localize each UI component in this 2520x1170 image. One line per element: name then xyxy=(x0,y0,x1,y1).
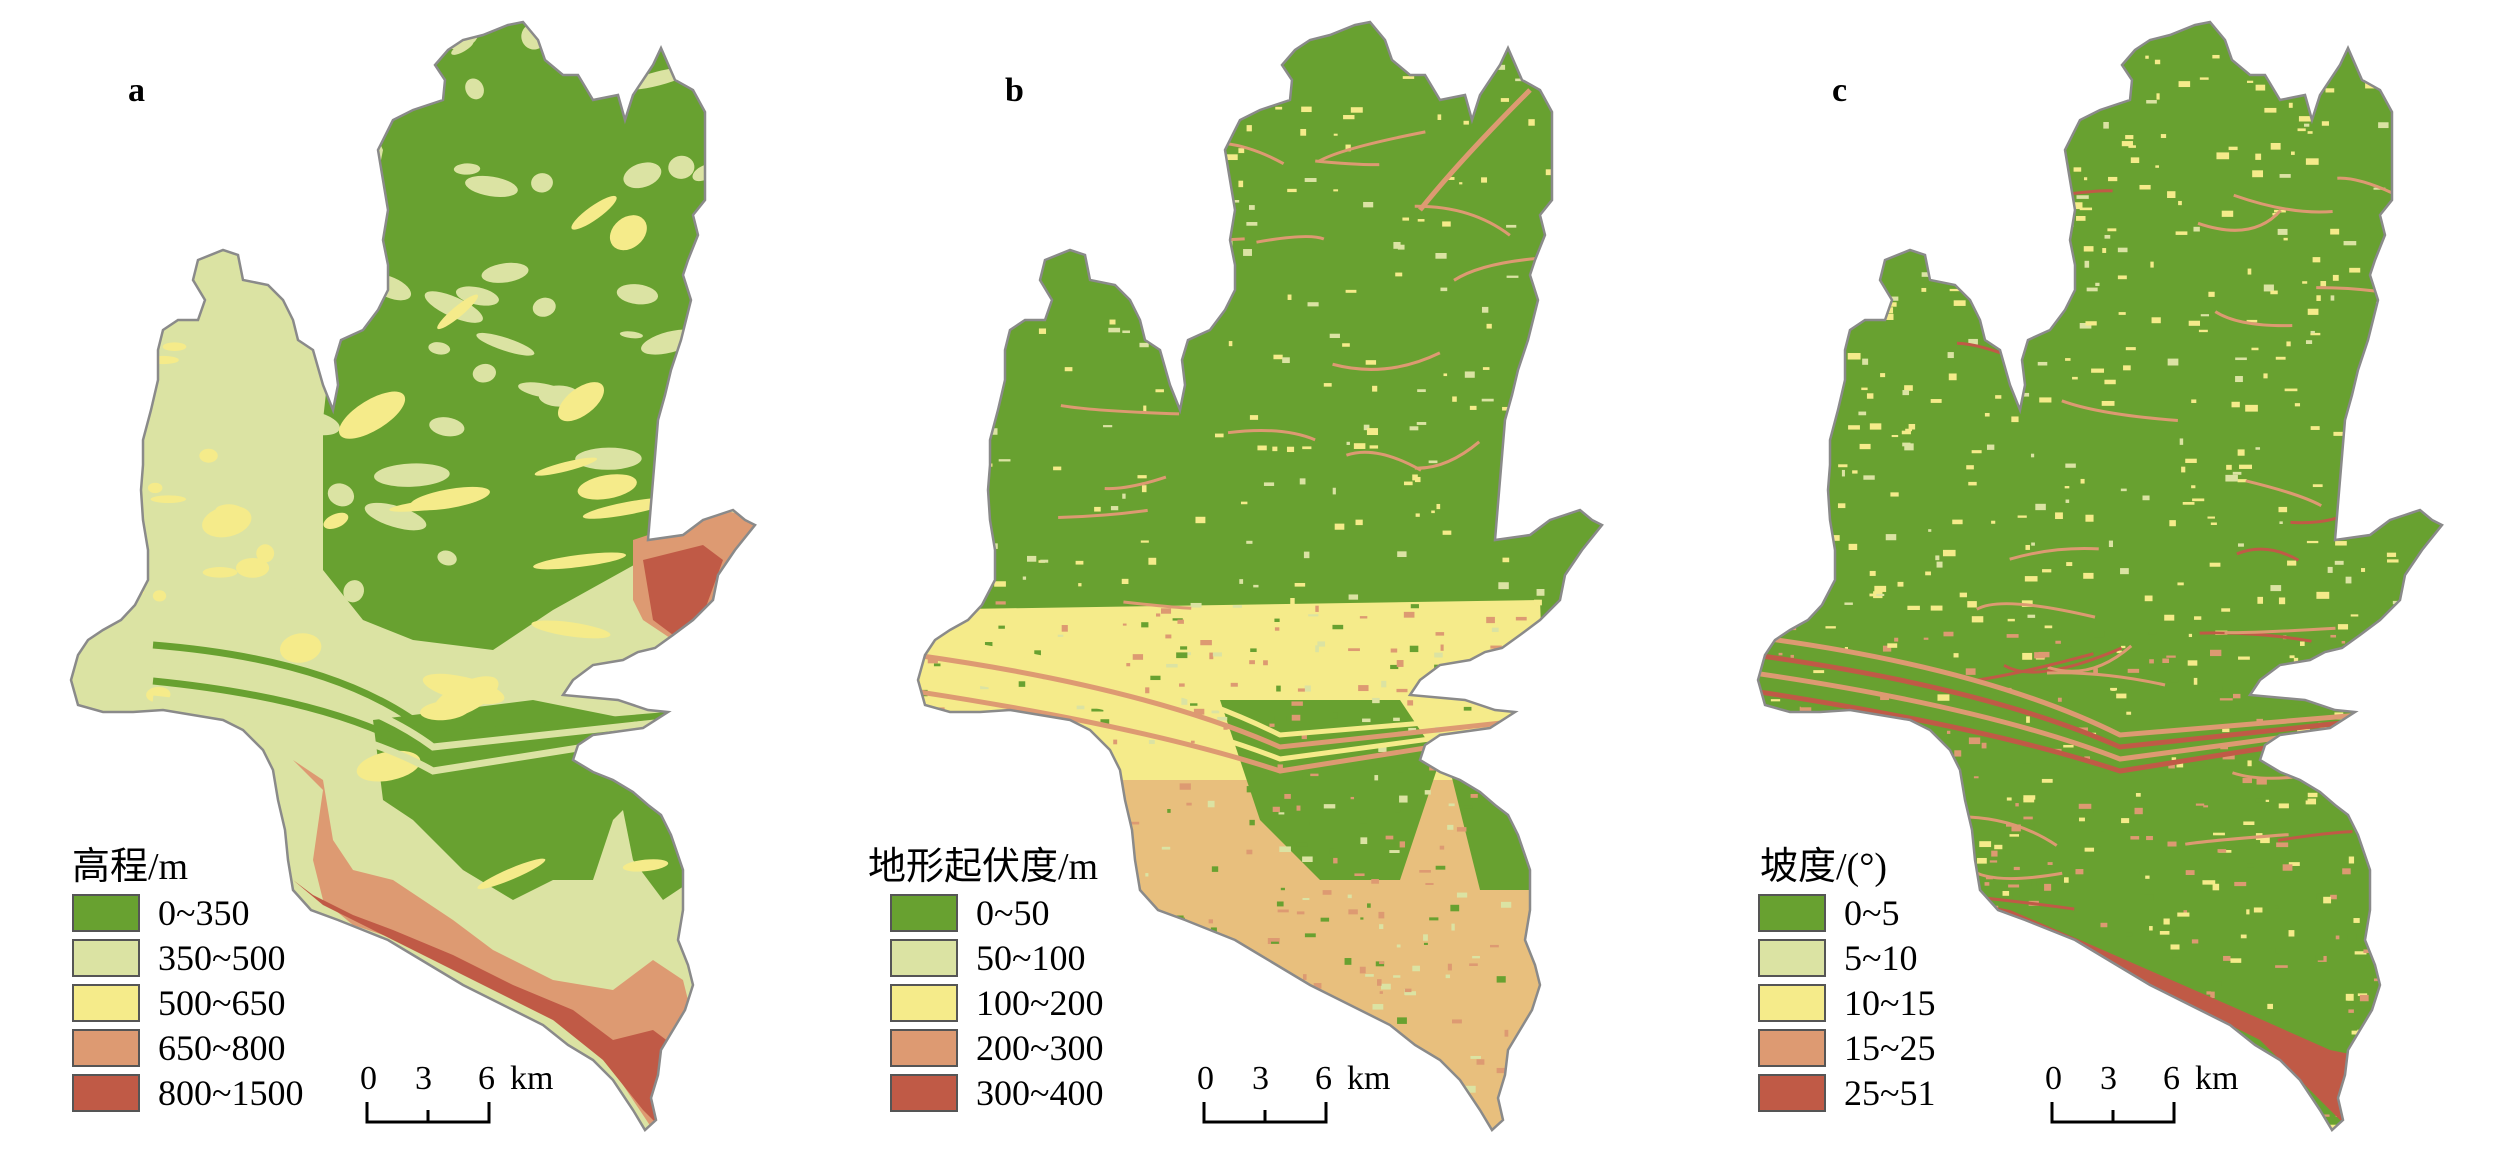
legend-label: 25~51 xyxy=(1844,1073,1936,1113)
scale-tick-3: 3 xyxy=(415,1060,432,1097)
legend-label: 500~650 xyxy=(158,983,286,1023)
legend-label: 800~1500 xyxy=(158,1073,304,1113)
panel-label-c: c xyxy=(1832,72,1848,109)
legend-a-item-4: 650~800 xyxy=(72,1028,285,1068)
map-a-elevation xyxy=(69,20,757,1132)
legend-b-item-2: 50~100 xyxy=(890,938,1085,978)
legend-label: 100~200 xyxy=(976,983,1104,1023)
legend-label: 300~400 xyxy=(976,1073,1104,1113)
legend-a-item-5: 800~1500 xyxy=(72,1073,303,1113)
panel-a-elevation: a 高程/m 0~350 350~500 500~650 650~800 800… xyxy=(0,0,840,1170)
legend-swatch xyxy=(890,1074,958,1112)
map-c-slope xyxy=(1756,20,2444,1132)
legend-label: 0~50 xyxy=(976,893,1050,933)
scale-unit: km xyxy=(2195,1060,2239,1097)
region-boundary xyxy=(1756,20,2444,1132)
legend-a-item-2: 350~500 xyxy=(72,938,285,978)
legend-b-item-3: 100~200 xyxy=(890,983,1103,1023)
legend-c-item-1: 0~5 xyxy=(1758,893,1899,933)
scale-bar-line xyxy=(2050,1102,2176,1124)
scalebar-a: 0 3 6 km xyxy=(360,1060,554,1150)
legend-swatch xyxy=(72,1074,140,1112)
scale-tick-6: 6 xyxy=(1315,1060,1332,1097)
legend-label: 15~25 xyxy=(1844,1028,1936,1068)
scalebar-c: 0 3 6 km xyxy=(2045,1060,2239,1150)
legend-swatch xyxy=(72,939,140,977)
legend-label: 650~800 xyxy=(158,1028,286,1068)
legend-swatch xyxy=(890,984,958,1022)
panel-c-slope: c 坡度/(°) 0~5 5~10 10~15 15~25 25~51 0 3 … xyxy=(1680,0,2520,1170)
legend-swatch xyxy=(1758,939,1826,977)
legend-b-title: 地形起伏度/m xyxy=(868,846,1099,888)
legend-label: 200~300 xyxy=(976,1028,1104,1068)
panel-label-a: a xyxy=(128,72,145,109)
region-boundary xyxy=(916,20,1604,1132)
legend-swatch xyxy=(1758,894,1826,932)
legend-label: 0~350 xyxy=(158,893,250,933)
scale-tick-6: 6 xyxy=(478,1060,495,1097)
scale-tick-6: 6 xyxy=(2163,1060,2180,1097)
legend-label: 5~10 xyxy=(1844,938,1918,978)
region-boundary xyxy=(69,20,757,1132)
legend-label: 350~500 xyxy=(158,938,286,978)
legend-b-item-5: 300~400 xyxy=(890,1073,1103,1113)
legend-swatch xyxy=(72,984,140,1022)
legend-a-title: 高程/m xyxy=(72,846,189,888)
legend-swatch xyxy=(1758,1074,1826,1112)
legend-b-item-1: 0~50 xyxy=(890,893,1049,933)
legend-swatch xyxy=(72,894,140,932)
legend-a-item-1: 0~350 xyxy=(72,893,249,933)
scale-bar-line xyxy=(1202,1102,1328,1124)
legend-swatch xyxy=(890,1029,958,1067)
legend-c-item-4: 15~25 xyxy=(1758,1028,1935,1068)
legend-c-item-5: 25~51 xyxy=(1758,1073,1935,1113)
scale-tick-0: 0 xyxy=(360,1060,377,1097)
scale-tick-3: 3 xyxy=(1252,1060,1269,1097)
legend-swatch xyxy=(890,939,958,977)
panel-label-b: b xyxy=(1005,72,1024,109)
scale-tick-3: 3 xyxy=(2100,1060,2117,1097)
legend-label: 0~5 xyxy=(1844,893,1900,933)
legend-swatch xyxy=(1758,984,1826,1022)
scale-unit: km xyxy=(510,1060,554,1097)
legend-b-item-4: 200~300 xyxy=(890,1028,1103,1068)
legend-c-title: 坡度/(°) xyxy=(1760,846,1888,888)
panel-b-relief: b 地形起伏度/m 0~50 50~100 100~200 200~300 30… xyxy=(840,0,1680,1170)
scale-tick-0: 0 xyxy=(1197,1060,1214,1097)
legend-c-item-3: 10~15 xyxy=(1758,983,1935,1023)
scale-bar-line xyxy=(365,1102,491,1124)
legend-c-item-2: 5~10 xyxy=(1758,938,1917,978)
legend-label: 10~15 xyxy=(1844,983,1936,1023)
legend-swatch xyxy=(72,1029,140,1067)
legend-swatch xyxy=(890,894,958,932)
scalebar-b: 0 3 6 km xyxy=(1197,1060,1391,1150)
map-b-relief xyxy=(916,20,1604,1132)
scale-tick-0: 0 xyxy=(2045,1060,2062,1097)
legend-a-item-3: 500~650 xyxy=(72,983,285,1023)
legend-label: 50~100 xyxy=(976,938,1086,978)
scale-unit: km xyxy=(1347,1060,1391,1097)
legend-swatch xyxy=(1758,1029,1826,1067)
